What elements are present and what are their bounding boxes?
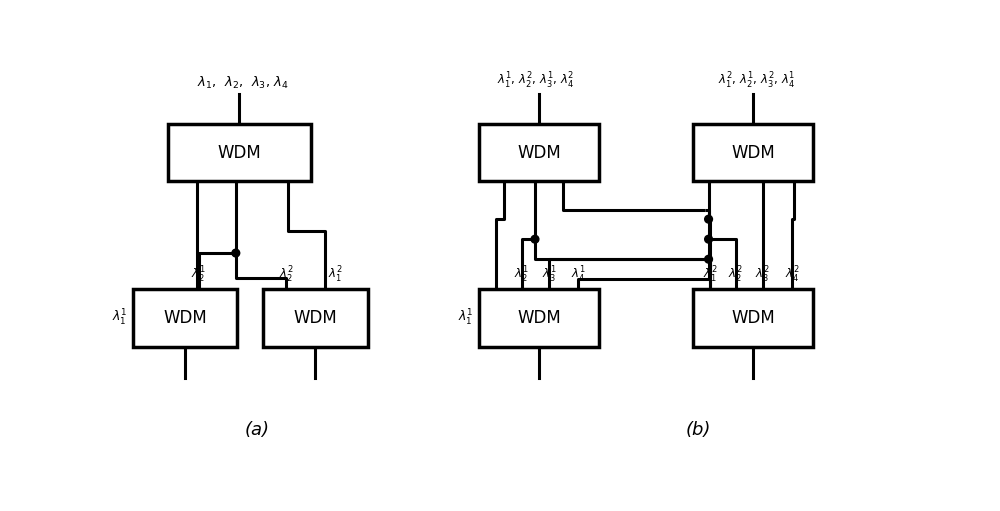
Text: $\lambda_1^2$: $\lambda_1^2$ bbox=[328, 265, 343, 285]
Text: $\lambda_3^1$: $\lambda_3^1$ bbox=[542, 265, 556, 285]
FancyBboxPatch shape bbox=[479, 289, 599, 347]
Text: WDM: WDM bbox=[731, 144, 775, 161]
Text: WDM: WDM bbox=[293, 309, 337, 327]
FancyBboxPatch shape bbox=[168, 124, 311, 181]
Text: $\lambda_2^1$: $\lambda_2^1$ bbox=[514, 265, 529, 285]
FancyBboxPatch shape bbox=[693, 289, 813, 347]
Text: $\lambda_4^1$: $\lambda_4^1$ bbox=[571, 265, 586, 285]
Text: $\lambda_1^1$: $\lambda_1^1$ bbox=[112, 308, 127, 328]
Text: WDM: WDM bbox=[163, 309, 207, 327]
Text: WDM: WDM bbox=[517, 309, 561, 327]
Circle shape bbox=[705, 256, 712, 263]
Text: (b): (b) bbox=[686, 421, 711, 439]
Text: $\lambda_1^2$: $\lambda_1^2$ bbox=[703, 265, 718, 285]
Circle shape bbox=[705, 215, 712, 223]
Circle shape bbox=[232, 249, 240, 257]
Circle shape bbox=[705, 236, 712, 243]
Text: $\lambda_1^1$: $\lambda_1^1$ bbox=[458, 308, 474, 328]
Text: $\lambda_2^2$: $\lambda_2^2$ bbox=[728, 265, 743, 285]
Text: WDM: WDM bbox=[517, 144, 561, 161]
Circle shape bbox=[531, 236, 539, 243]
FancyBboxPatch shape bbox=[133, 289, 237, 347]
Text: $\lambda_4^2$: $\lambda_4^2$ bbox=[785, 265, 800, 285]
FancyBboxPatch shape bbox=[479, 124, 599, 181]
Text: (a): (a) bbox=[244, 421, 269, 439]
Text: WDM: WDM bbox=[217, 144, 261, 161]
Text: $\lambda_2^1$: $\lambda_2^1$ bbox=[191, 265, 206, 285]
Text: $\lambda_1$,  $\lambda_2$,  $\lambda_3$, $\lambda_4$: $\lambda_1$, $\lambda_2$, $\lambda_3$, $… bbox=[197, 75, 289, 90]
FancyBboxPatch shape bbox=[263, 289, 368, 347]
Text: WDM: WDM bbox=[731, 309, 775, 327]
Text: $\lambda_3^2$: $\lambda_3^2$ bbox=[755, 265, 770, 285]
FancyBboxPatch shape bbox=[693, 124, 813, 181]
Text: $\lambda_2^2$: $\lambda_2^2$ bbox=[279, 265, 294, 285]
Text: $\lambda_1^2$, $\lambda_2^1$, $\lambda_3^2$, $\lambda_4^1$: $\lambda_1^2$, $\lambda_2^1$, $\lambda_3… bbox=[718, 71, 796, 90]
Text: $\lambda_1^1$, $\lambda_2^2$, $\lambda_3^1$, $\lambda_4^2$: $\lambda_1^1$, $\lambda_2^2$, $\lambda_3… bbox=[497, 71, 574, 90]
